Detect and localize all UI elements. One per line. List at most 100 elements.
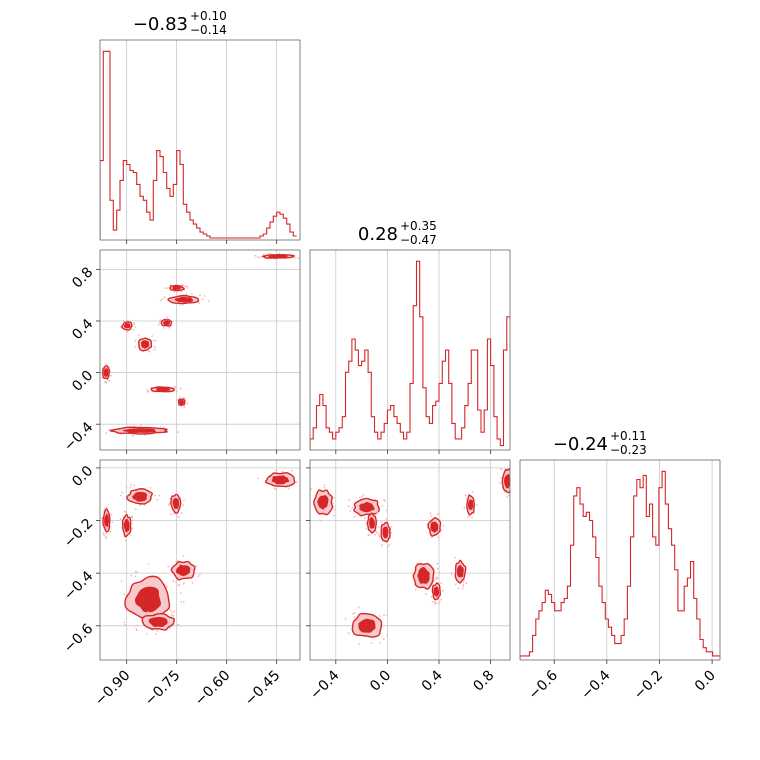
panel-marks — [310, 467, 514, 645]
scatter-point — [168, 326, 171, 329]
scatter-point — [134, 326, 137, 328]
scatter-point — [106, 506, 108, 509]
contour-inner — [175, 564, 191, 577]
scatter-point — [273, 487, 276, 490]
scatter-point — [256, 256, 259, 258]
scatter-point — [425, 593, 427, 595]
contour-inner — [172, 285, 182, 290]
scatter-point — [387, 545, 389, 548]
scatter-point — [462, 583, 465, 586]
scatter-point — [441, 589, 444, 592]
title-minus: −0.14 — [190, 23, 227, 37]
scatter-point — [331, 502, 334, 504]
scatter-point — [349, 509, 352, 512]
scatter-point — [170, 614, 173, 616]
scatter-point — [121, 491, 124, 494]
scatter-point — [258, 256, 261, 259]
scatter-point — [108, 379, 110, 382]
scatter-point — [203, 295, 206, 297]
y-tick-label: 0.0 — [69, 463, 96, 490]
scatter-point — [201, 298, 204, 301]
scatter-point — [257, 477, 259, 480]
scatter-point — [164, 287, 167, 289]
panel-frame — [519, 459, 721, 661]
scatter-point — [370, 642, 373, 644]
scatter-point — [386, 505, 389, 508]
scatter-point — [438, 571, 440, 574]
scatter-point — [378, 526, 380, 528]
scatter-point — [146, 389, 149, 392]
scatter-point — [135, 629, 138, 632]
scatter-point — [510, 491, 512, 493]
scatter-point — [124, 539, 127, 542]
scatter-point — [134, 346, 137, 348]
contour-inner — [123, 323, 131, 329]
scatter-point — [461, 587, 464, 590]
scatter-point — [464, 494, 467, 497]
y-tick-label: 0.0 — [69, 368, 96, 395]
scatter-point — [158, 494, 161, 497]
x-tick-label: −0.4 — [307, 667, 342, 702]
scatter-point — [454, 583, 457, 586]
scatter-point — [162, 426, 165, 429]
scatter-point — [198, 302, 200, 304]
scatter-point — [119, 518, 122, 521]
scatter-point — [435, 578, 437, 580]
scatter-point — [120, 580, 123, 583]
scatter-point — [148, 350, 151, 353]
scatter-point — [352, 612, 355, 615]
panel-marks — [100, 469, 298, 635]
scatter-point — [386, 614, 388, 617]
contour-inner — [358, 618, 376, 633]
scatter-point — [185, 293, 188, 295]
scatter-point — [177, 516, 180, 519]
title-plus: +0.11 — [610, 429, 647, 443]
scatter-point — [169, 626, 172, 629]
scatter-point — [430, 595, 433, 598]
scatter-point — [180, 625, 183, 627]
scatter-point — [146, 633, 149, 635]
scatter-point — [139, 504, 141, 507]
contour-inner — [268, 254, 288, 258]
axis-ticks — [96, 240, 713, 664]
scatter-point — [134, 508, 137, 511]
scatter-point — [105, 537, 108, 540]
scatter-point — [132, 329, 135, 331]
scatter-point — [166, 316, 169, 319]
scatter-point — [347, 505, 350, 508]
scatter-point — [297, 257, 300, 260]
scatter-point — [351, 507, 353, 509]
scatter-point — [166, 585, 168, 588]
contour-inner — [104, 513, 110, 528]
title-median: −0.83 — [133, 14, 188, 35]
scatter-point — [512, 493, 514, 495]
scatter-point — [153, 346, 156, 348]
scatter-point — [131, 527, 133, 530]
x-tick-label: 0.8 — [470, 668, 497, 695]
scatter-point — [436, 567, 439, 570]
scatter-point — [361, 495, 363, 498]
scatter-point — [149, 486, 152, 489]
y-tick-label: 0.4 — [69, 316, 96, 343]
scatter-point — [182, 601, 185, 603]
x-tick-label: −0.75 — [142, 668, 184, 710]
scatter-point — [183, 499, 185, 502]
scatter-point — [177, 623, 180, 626]
scatter-point — [159, 426, 162, 429]
scatter-point — [304, 256, 306, 258]
scatter-point — [436, 513, 439, 515]
scatter-point — [291, 469, 294, 472]
y-tick-label: 0.8 — [69, 264, 96, 291]
scatter-point — [136, 571, 139, 574]
scatter-point — [463, 506, 466, 509]
scatter-point — [263, 253, 265, 256]
scatter-point — [437, 602, 440, 605]
scatter-point — [137, 334, 140, 337]
y-tick-label: −0.4 — [61, 419, 96, 454]
scatter-point — [364, 517, 366, 520]
scatter-point — [385, 509, 388, 511]
contour-inner — [317, 495, 329, 510]
scatter-point — [172, 614, 175, 617]
scatter-point — [163, 572, 166, 574]
contour-inner — [132, 491, 148, 502]
